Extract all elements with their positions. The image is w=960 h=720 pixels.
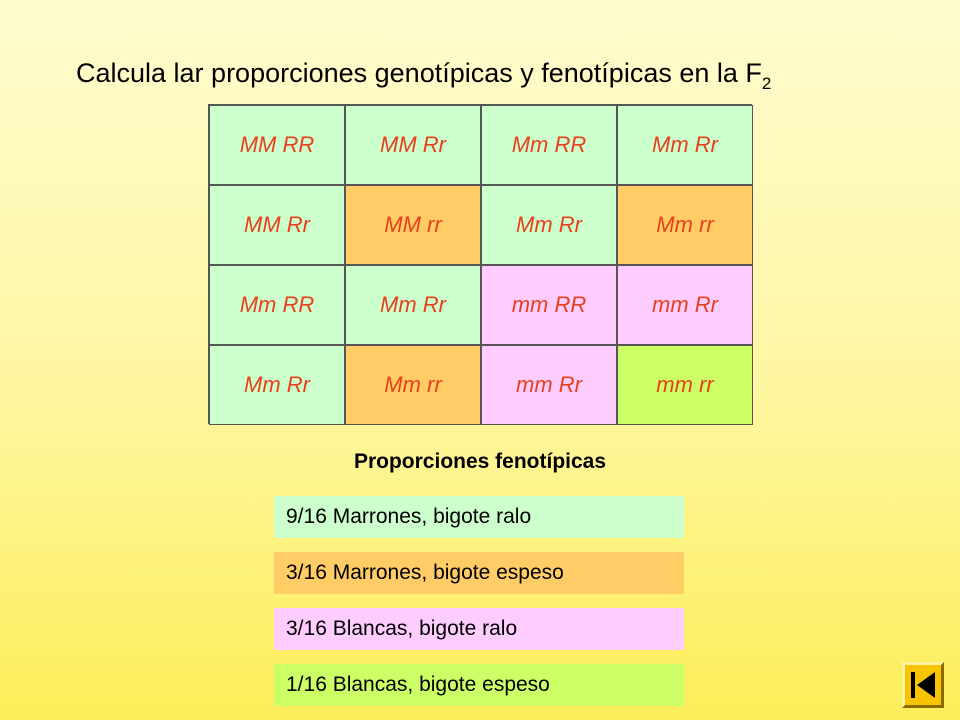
phenotype-item-brown-sparse: 9/16 Marrones, bigote ralo — [274, 496, 684, 538]
phenotype-heading: Proporciones fenotípicas — [353, 450, 607, 473]
punnett-cell: Mm rr — [345, 345, 481, 425]
punnett-cell: Mm Rr — [345, 265, 481, 345]
first-slide-button[interactable] — [902, 662, 944, 708]
punnett-square: MM RR MM Rr Mm RR Mm Rr MM Rr MM rr Mm R… — [208, 104, 753, 425]
page-title: Calcula lar proporciones genotípicas y f… — [76, 58, 771, 94]
punnett-cell: mm Rr — [617, 265, 753, 345]
punnett-cell: Mm rr — [617, 185, 753, 265]
title-text: Calcula lar proporciones genotípicas y f… — [76, 58, 762, 88]
phenotype-item-brown-thick: 3/16 Marrones, bigote espeso — [274, 552, 684, 594]
punnett-cell: mm rr — [617, 345, 753, 425]
punnett-cell: mm RR — [481, 265, 617, 345]
punnett-cell: Mm Rr — [617, 105, 753, 185]
title-subscript: 2 — [761, 74, 772, 93]
phenotype-item-white-thick: 1/16 Blancas, bigote espeso — [274, 664, 684, 706]
phenotype-item-white-sparse: 3/16 Blancas, bigote ralo — [274, 608, 684, 650]
punnett-cell: MM RR — [209, 105, 345, 185]
punnett-cell: Mm Rr — [209, 345, 345, 425]
skip-to-start-icon — [911, 672, 935, 698]
punnett-cell: Mm RR — [209, 265, 345, 345]
punnett-cell: MM Rr — [209, 185, 345, 265]
punnett-cell: mm Rr — [481, 345, 617, 425]
punnett-cell: MM rr — [345, 185, 481, 265]
punnett-cell: Mm Rr — [481, 185, 617, 265]
punnett-cell: Mm RR — [481, 105, 617, 185]
punnett-cell: MM Rr — [345, 105, 481, 185]
